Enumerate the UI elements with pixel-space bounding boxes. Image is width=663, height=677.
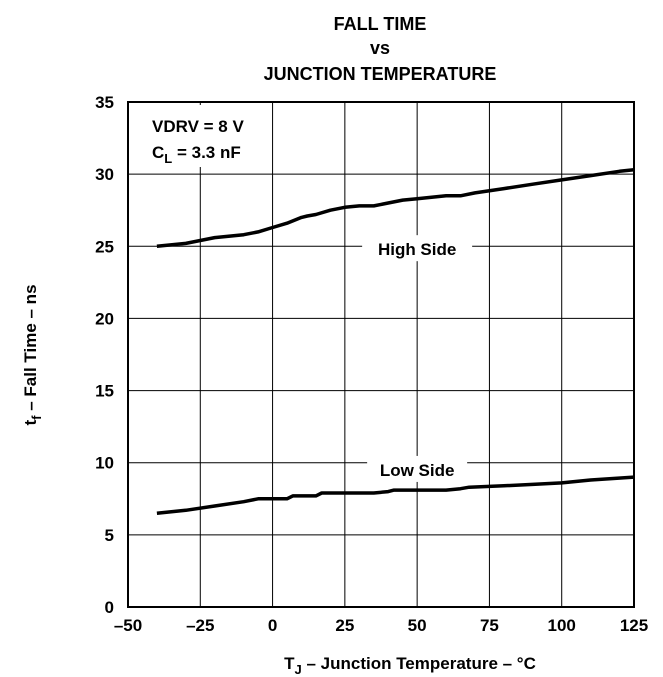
- x-axis-label: TJ – Junction Temperature – °C: [284, 654, 536, 677]
- annotation-background: [367, 455, 468, 482]
- x-tick-label: –25: [186, 616, 214, 635]
- x-tick-label: 25: [335, 616, 354, 635]
- x-tick-label: –50: [114, 616, 142, 635]
- title-line-1: FALL TIME: [334, 14, 427, 34]
- series-annotations: High Side Low Side: [362, 235, 473, 482]
- x-tick-label: 125: [620, 616, 648, 635]
- y-tick-label: 15: [95, 382, 114, 401]
- series-line-low-side: [156, 475, 635, 515]
- x-tick-label: 75: [480, 616, 499, 635]
- y-tick-label: 0: [105, 598, 114, 617]
- y-tick-label: 30: [95, 165, 114, 184]
- annotation-low-side: Low Side: [380, 461, 455, 480]
- plot-frame: [127, 101, 635, 608]
- condition-line: CL = 3.3 nF: [152, 143, 241, 166]
- y-tick-label: 10: [95, 454, 114, 473]
- title-line-3: JUNCTION TEMPERATURE: [264, 64, 497, 84]
- x-tick-label: 50: [408, 616, 427, 635]
- chart-title: FALL TIME vs JUNCTION TEMPERATURE: [264, 14, 497, 84]
- conditions-background: [131, 105, 269, 167]
- y-tick-label: 25: [95, 237, 114, 256]
- series-lines: [156, 168, 635, 515]
- y-tick-label: 35: [95, 93, 114, 112]
- series-line-high-side: [156, 168, 635, 249]
- tick-labels: –50 –25 0 25 50 75 100 125 0 5 10 15 20 25 30 35: [95, 93, 648, 635]
- y-axis-label: tf – Fall Time – ns: [21, 284, 44, 425]
- title-line-2: vs: [370, 38, 390, 58]
- condition-line: VDRV = 8 V: [152, 117, 244, 136]
- annotation-high-side: High Side: [378, 240, 456, 259]
- y-tick-label: 5: [105, 526, 114, 545]
- grid-lines: [128, 102, 634, 607]
- test-conditions: VDRV = 8 V CL = 3.3 nF: [131, 105, 269, 167]
- y-tick-label: 20: [95, 309, 114, 328]
- x-tick-label: 100: [548, 616, 576, 635]
- x-tick-label: 0: [268, 616, 277, 635]
- annotation-background: [362, 235, 473, 262]
